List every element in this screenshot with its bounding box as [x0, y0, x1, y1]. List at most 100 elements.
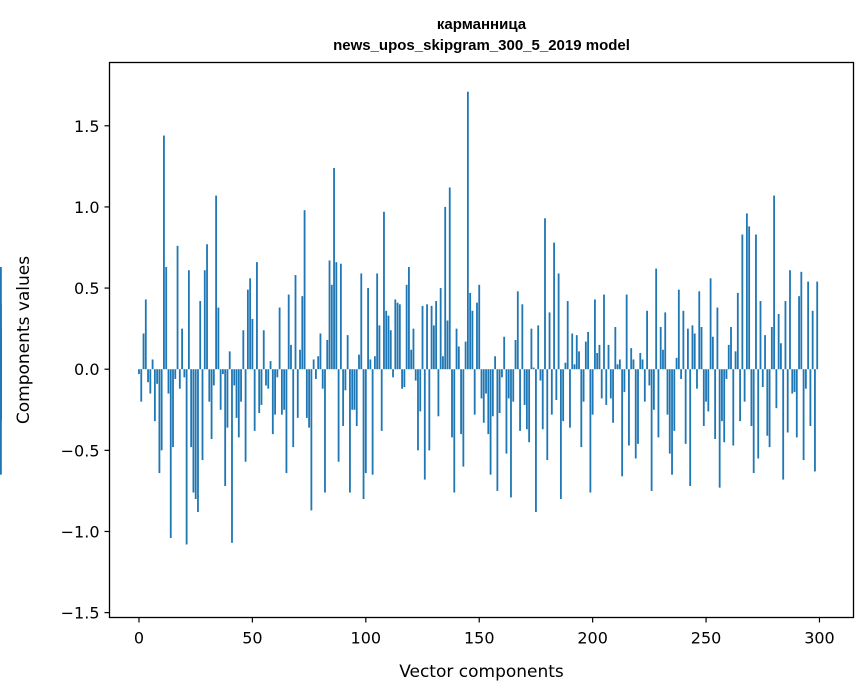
bar-193 [575, 335, 578, 370]
bar-54 [260, 369, 263, 405]
bar-121 [412, 328, 415, 370]
bar-270 [750, 369, 753, 427]
bar-283 [780, 343, 782, 370]
bar-164 [510, 369, 512, 498]
bar-68 [292, 369, 295, 448]
bar-16 [174, 369, 177, 379]
bar-145 [466, 91, 469, 370]
y-axis-ticks: −1.5 −1.0 −0.5 0.0 0.5 1.0 1.5 [61, 117, 110, 623]
bar-133 [439, 288, 442, 370]
bar-78 [315, 369, 317, 379]
bar-5 [149, 369, 152, 394]
bar-288 [791, 369, 794, 394]
bar-41 [231, 369, 233, 543]
bar-140 [455, 328, 458, 370]
bar-213 [621, 369, 624, 477]
bar-46 [242, 330, 245, 370]
bar-65 [285, 369, 288, 474]
bar-38 [224, 369, 227, 487]
bar-60 [274, 369, 276, 415]
bar-118 [405, 284, 408, 370]
bar-195 [580, 369, 583, 448]
bar-14 [169, 369, 172, 538]
bar-20 [183, 369, 186, 378]
bar-198 [587, 331, 590, 370]
bar-155 [489, 369, 492, 475]
bar-22 [187, 270, 190, 370]
x-tick-label: 300 [804, 629, 835, 648]
bar-82 [324, 369, 326, 493]
x-axis-ticks: 0 50 100 150 200 250 300 [134, 617, 835, 648]
bar-168 [519, 369, 521, 431]
bar-191 [571, 333, 574, 370]
bar-136 [446, 320, 449, 370]
bar-280 [773, 195, 776, 370]
bar-229 [657, 369, 660, 438]
y-tick-label: 0.0 [74, 360, 99, 379]
bar-153 [485, 369, 487, 394]
bar-282 [777, 314, 780, 370]
bar-124 [419, 369, 422, 412]
bar-109 [385, 310, 388, 370]
bar-293 [802, 369, 805, 461]
bar-50 [251, 318, 254, 370]
bar-127 [426, 304, 428, 370]
bar-108 [383, 211, 385, 370]
bar-263 [734, 351, 737, 370]
bar-236 [673, 369, 676, 431]
bar-187 [562, 369, 565, 422]
y-tick-label: −1.5 [61, 604, 100, 623]
bar-106 [378, 325, 381, 370]
bar-62 [278, 307, 281, 370]
bar-series [0, 91, 819, 545]
bar-156 [491, 369, 494, 417]
bar-9 [158, 369, 161, 474]
bar-257 [721, 369, 723, 422]
bar-134 [442, 356, 444, 370]
bar-258 [723, 369, 726, 443]
bar-172 [528, 369, 531, 443]
bar-84 [328, 260, 331, 370]
bar-207 [607, 344, 610, 370]
bar-170 [523, 369, 526, 405]
bar-194 [578, 351, 580, 370]
bar-64 [283, 369, 286, 410]
bar-227 [652, 369, 655, 410]
bar-98 [360, 273, 363, 370]
bar-279 [770, 327, 773, 370]
bar-114 [396, 302, 399, 370]
bar-225 [648, 369, 651, 386]
bar-117 [403, 369, 406, 388]
bar-183 [553, 242, 555, 370]
bar-13 [167, 369, 170, 394]
bar-128 [428, 369, 431, 451]
bar-284 [782, 369, 785, 480]
bar-235 [671, 369, 673, 475]
bar-57 [267, 369, 270, 389]
x-tick-label: 100 [351, 629, 382, 648]
bar-152 [482, 369, 485, 423]
bar-146 [469, 292, 472, 370]
bar-42 [233, 369, 236, 386]
y-tick-label: −1.0 [61, 522, 100, 541]
bar-56 [265, 369, 267, 386]
bar-77 [312, 359, 315, 370]
bar-286 [786, 369, 789, 433]
bar-143 [462, 369, 465, 467]
bar-29 [203, 270, 206, 370]
bar-47 [244, 369, 247, 462]
bar-291 [798, 296, 800, 370]
bar-36 [219, 369, 222, 410]
bar-287 [789, 270, 791, 370]
bar-63 [280, 369, 283, 415]
bar-123 [417, 369, 419, 451]
bar-8 [156, 369, 159, 384]
bar-186 [559, 369, 562, 500]
bar-244 [691, 325, 694, 370]
bar-248 [700, 327, 703, 370]
bar-211 [616, 364, 619, 370]
bar-162 [505, 369, 508, 454]
bar-137 [448, 187, 451, 370]
bar-166 [514, 340, 517, 370]
